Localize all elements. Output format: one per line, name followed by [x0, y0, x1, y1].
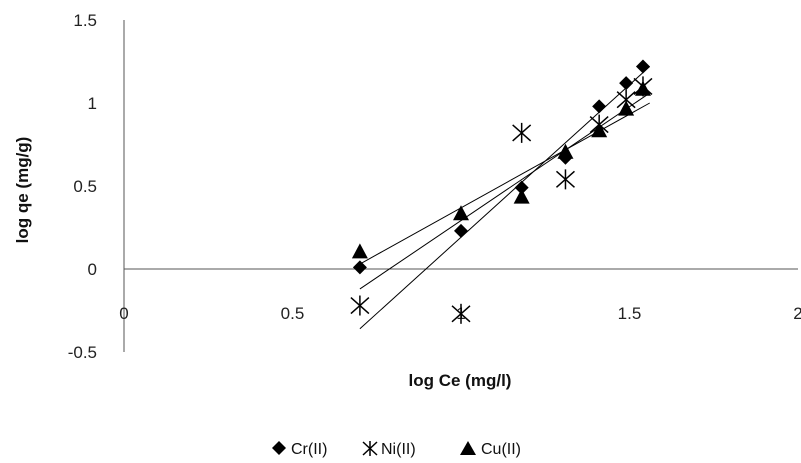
x-tick-label: 2 [793, 304, 801, 323]
trendline-ni [359, 92, 650, 290]
point-cu [453, 205, 469, 221]
point-ni [350, 295, 370, 316]
point-cu [351, 243, 368, 259]
point-ni [451, 303, 471, 324]
point-cu [618, 100, 635, 116]
axes: -0.500.511.500.511.52 [68, 11, 801, 362]
x-tick-label: 0.5 [281, 304, 305, 323]
trendlines [359, 66, 651, 330]
y-tick-label: 1.5 [73, 11, 97, 30]
legend-marker-cu [460, 441, 476, 455]
point-cu [513, 188, 530, 204]
point-cr [619, 76, 634, 91]
point-ni [555, 169, 575, 190]
y-tick-label: 0.5 [73, 177, 97, 196]
point-cr [352, 260, 367, 275]
legend-marker-ni [362, 441, 378, 456]
legend-marker-cr [272, 441, 286, 455]
point-cr [635, 59, 650, 74]
x-tick-label: 0 [119, 304, 128, 323]
point-cu [634, 80, 651, 96]
x-tick-label: 1.5 [618, 304, 642, 323]
legend: Cr(II) Ni(II) Cu(II) [272, 441, 521, 458]
y-tick-label: -0.5 [68, 343, 97, 362]
point-cu [591, 122, 608, 138]
x-axis-label: log Ce (mg/l) [409, 371, 512, 390]
y-tick-label: 0 [88, 260, 97, 279]
point-ni [512, 122, 532, 143]
y-axis-label: log qe (mg/g) [13, 137, 32, 244]
point-cr [592, 99, 607, 114]
legend-label-cr: Cr(II) [291, 441, 327, 458]
y-tick-label: 1 [88, 94, 97, 113]
data-points [350, 59, 653, 324]
trendline-cr [359, 66, 651, 330]
point-cr [514, 180, 529, 195]
point-cr [454, 223, 468, 238]
trendline-cu [359, 102, 650, 265]
point-cu [557, 143, 574, 159]
legend-label-cu: Cu(II) [481, 441, 521, 458]
legend-label-ni: Ni(II) [381, 441, 416, 458]
